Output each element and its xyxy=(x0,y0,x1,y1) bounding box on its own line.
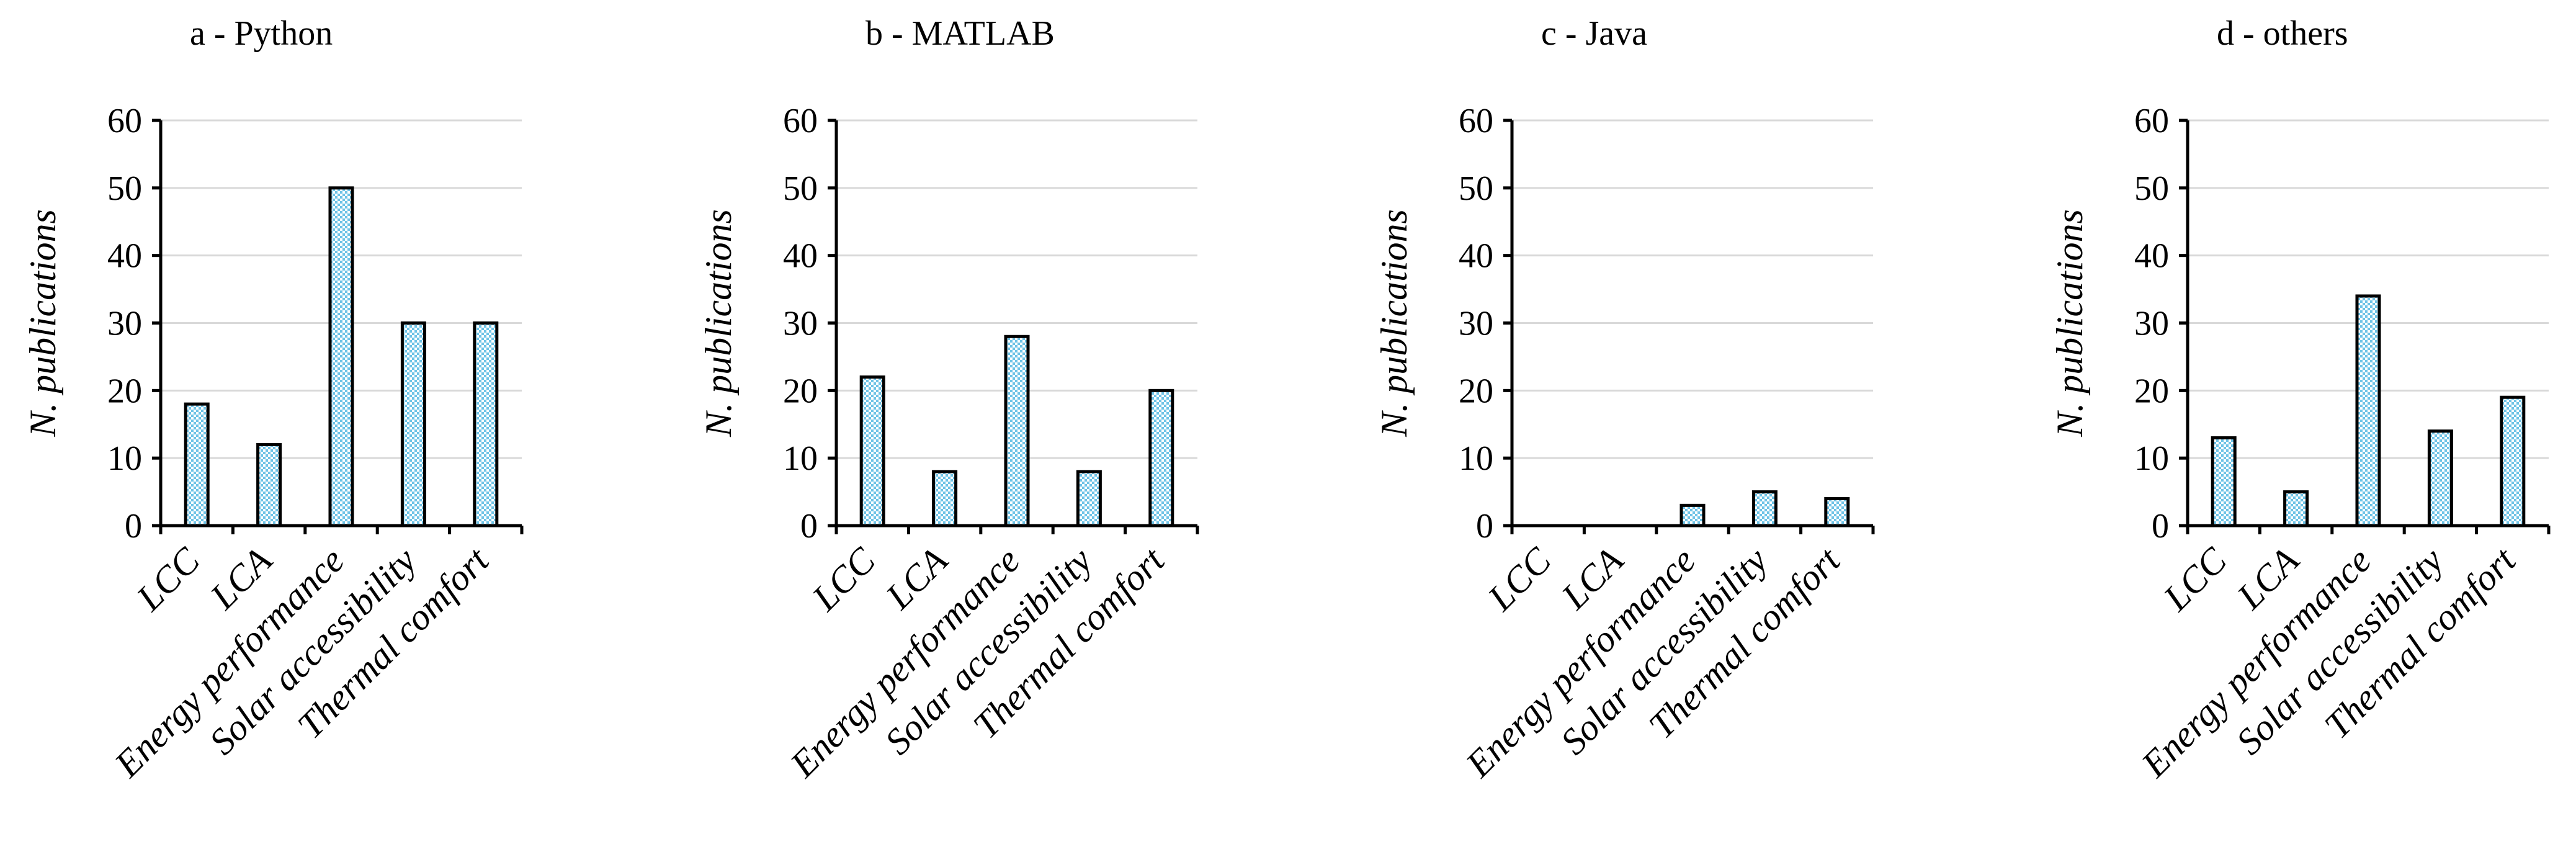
x-category-label: LCC xyxy=(2155,539,2235,619)
y-tick-label: 30 xyxy=(1459,305,1493,343)
x-category-label: LCC xyxy=(1480,539,1559,619)
y-tick-label: 0 xyxy=(2152,507,2169,545)
chart-title: c - Java xyxy=(1541,14,1647,53)
y-tick-label: 60 xyxy=(2134,102,2169,140)
bar-lcc xyxy=(859,375,885,528)
y-tick-label: 40 xyxy=(107,237,142,276)
y-tick-label: 50 xyxy=(1459,169,1493,208)
bar-solar-accessibility xyxy=(1076,470,1102,528)
y-axis-label: N. publications xyxy=(2049,209,2090,438)
y-tick-label: 40 xyxy=(2134,237,2169,276)
y-tick-label: 40 xyxy=(1459,237,1493,276)
bar-energy-performance xyxy=(328,186,354,528)
y-tick-label: 0 xyxy=(125,507,142,545)
bar-lcc xyxy=(2211,436,2237,528)
x-category-label: LCC xyxy=(804,539,883,619)
bar-lca xyxy=(256,442,282,528)
bar-solar-accessibility xyxy=(400,321,426,528)
y-tick-label: 10 xyxy=(783,439,818,478)
y-axis-label: N. publications xyxy=(22,209,63,438)
chart-title: b - MATLAB xyxy=(865,14,1055,53)
y-axis-label: N. publications xyxy=(698,209,739,438)
y-axis-label: N. publications xyxy=(1374,209,1415,438)
bar-solar-accessibility xyxy=(2427,429,2453,528)
y-tick-label: 40 xyxy=(783,237,818,276)
y-tick-label: 60 xyxy=(107,102,142,140)
y-tick-label: 50 xyxy=(783,169,818,208)
y-tick-label: 10 xyxy=(2134,439,2169,478)
y-tick-label: 0 xyxy=(800,507,818,545)
bar-thermal-comfort xyxy=(1148,388,1174,528)
chart-title: d - others xyxy=(2217,14,2348,53)
y-tick-label: 60 xyxy=(783,102,818,140)
y-tick-label: 20 xyxy=(1459,372,1493,410)
bar-thermal-comfort xyxy=(473,321,499,528)
y-tick-label: 50 xyxy=(107,169,142,208)
x-category-label: LCC xyxy=(128,539,208,619)
y-tick-label: 50 xyxy=(2134,169,2169,208)
bar-solar-accessibility xyxy=(1751,490,1778,528)
bar-energy-performance xyxy=(1679,503,1706,528)
bar-lcc xyxy=(184,402,210,528)
y-tick-label: 30 xyxy=(107,305,142,343)
bar-lca xyxy=(932,470,958,528)
y-tick-label: 60 xyxy=(1459,102,1493,140)
y-tick-label: 30 xyxy=(783,305,818,343)
y-tick-label: 10 xyxy=(1459,439,1493,478)
bar-lca xyxy=(2283,490,2309,528)
bar-energy-performance xyxy=(1004,334,1030,528)
y-tick-label: 20 xyxy=(2134,372,2169,410)
y-tick-label: 20 xyxy=(107,372,142,410)
y-tick-label: 20 xyxy=(783,372,818,410)
bar-thermal-comfort xyxy=(2500,395,2526,528)
y-tick-label: 30 xyxy=(2134,305,2169,343)
bar-thermal-comfort xyxy=(1824,496,1850,528)
bar-energy-performance xyxy=(2355,294,2381,528)
chart-title: a - Python xyxy=(190,14,333,53)
y-tick-label: 0 xyxy=(1476,507,1493,545)
y-tick-label: 10 xyxy=(107,439,142,478)
